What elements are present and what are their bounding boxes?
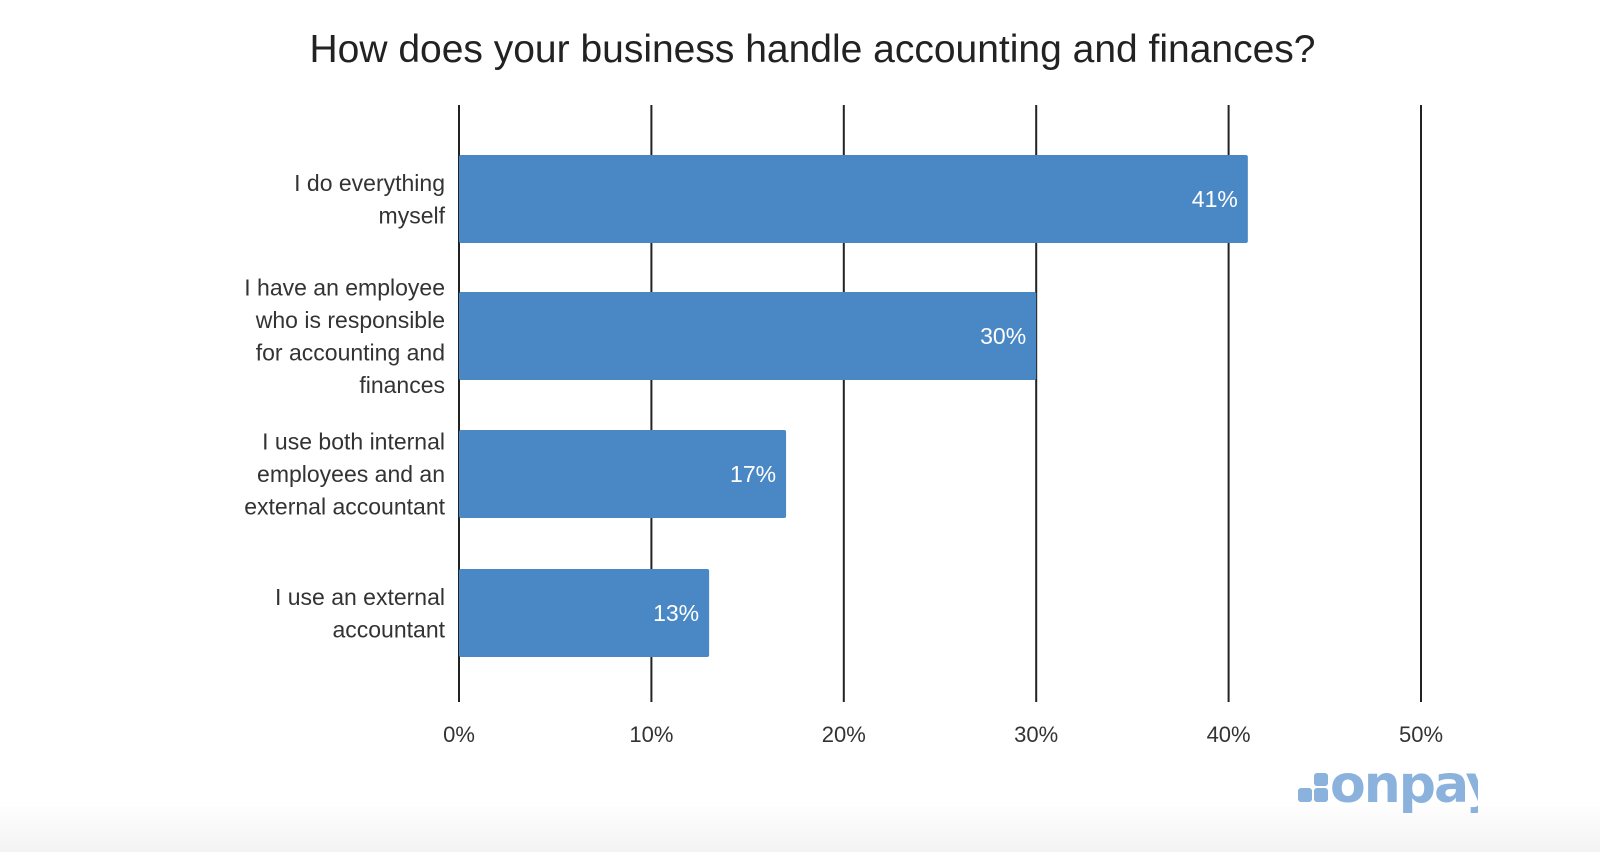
bar <box>459 292 1037 380</box>
category-label: I use both internal employees and an exter… <box>244 429 445 520</box>
bar <box>459 569 710 657</box>
chart-title: How does your business handle accounting… <box>309 28 1316 71</box>
x-tick-label: 10% <box>629 722 673 747</box>
data-label: 30% <box>980 323 1026 349</box>
data-label: 41% <box>1192 186 1238 212</box>
data-label: 17% <box>730 461 776 487</box>
x-tick-label: 30% <box>1014 722 1058 747</box>
category-label: I do everything myself <box>294 170 445 229</box>
bar <box>459 430 787 518</box>
x-tick-label: 40% <box>1207 722 1251 747</box>
svg-text:onpay: onpay <box>1330 770 1478 815</box>
x-tick-label: 0% <box>443 722 475 747</box>
x-tick-label: 20% <box>822 722 866 747</box>
onpay-logo: onpay <box>1298 755 1500 825</box>
bar <box>459 155 1248 243</box>
x-tick-label: 50% <box>1399 722 1443 747</box>
data-label: 13% <box>653 600 699 626</box>
category-label: I use an external accountant <box>275 584 446 643</box>
category-label: I have an employee who is responsible for … <box>244 274 445 398</box>
